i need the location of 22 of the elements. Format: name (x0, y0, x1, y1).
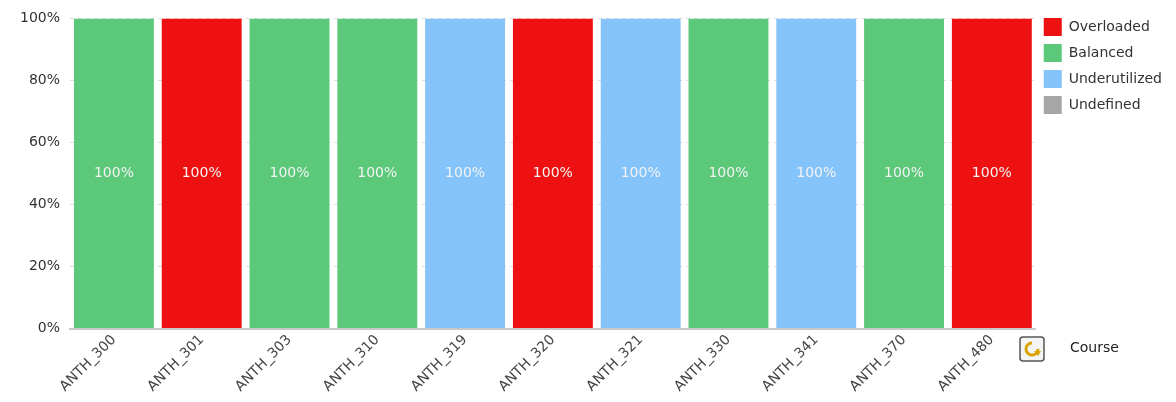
legend-label: Underutilized (1068, 69, 1163, 86)
data-label: 100% (884, 163, 925, 180)
data-label: 100% (269, 163, 310, 180)
data-label: 100% (181, 163, 222, 180)
y-tick-label: 60% (28, 133, 61, 150)
legend-label: Balanced (1068, 43, 1134, 60)
y-tick-label: 100% (19, 9, 61, 26)
data-label: 100% (708, 163, 749, 180)
data-label: 100% (532, 163, 573, 180)
data-label: 100% (971, 163, 1012, 180)
legend-label: Undefined (1068, 95, 1141, 112)
legend-label: Overloaded (1068, 17, 1150, 34)
data-label: 100% (357, 163, 398, 180)
data-label: 100% (796, 163, 837, 180)
y-tick-label: 40% (28, 195, 61, 212)
x-axis-title: Course (1070, 339, 1119, 355)
data-label: 100% (445, 163, 486, 180)
y-tick-label: 0% (37, 319, 61, 336)
data-label: 100% (93, 163, 134, 180)
data-label: 100% (620, 163, 661, 180)
y-tick-label: 80% (28, 71, 61, 88)
y-tick-label: 20% (28, 257, 61, 274)
